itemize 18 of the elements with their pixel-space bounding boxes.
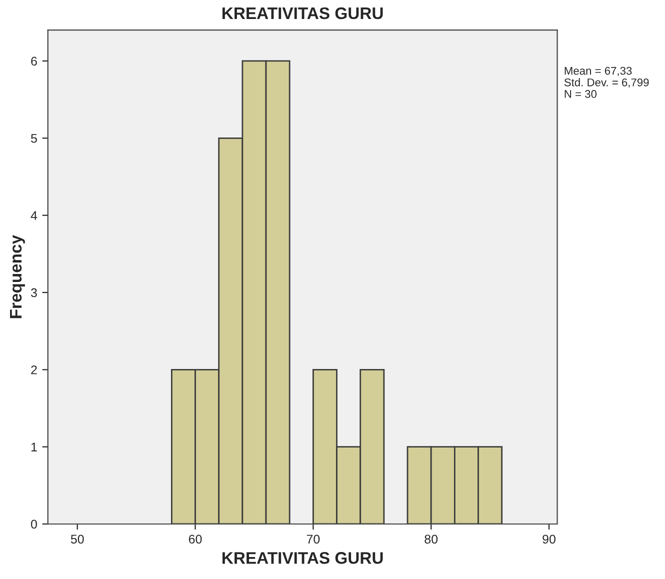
text: Mean = 67,33	[564, 66, 632, 76]
text: N = 30	[564, 90, 597, 98]
x-tick-label: 70	[306, 534, 320, 544]
x-tick-label: 50	[70, 534, 84, 544]
chart-title: KREATIVITAS GURU	[222, 7, 383, 20]
y-tick-label: 1	[31, 442, 37, 452]
y-tick-label: 0	[31, 520, 37, 529]
x-axis-title: KREATIVITAS GURU	[222, 552, 383, 564]
y-tick-label: 4	[30, 211, 38, 220]
x-tick-label: 80	[424, 534, 438, 544]
y-tick-label: 6	[31, 56, 37, 66]
x-tick-label: 90	[542, 534, 556, 544]
y-tick-label: 2	[31, 365, 37, 374]
x-tick-label: 60	[188, 534, 202, 544]
y-tick-label: 5	[31, 134, 37, 143]
y-axis-title: Frequency	[10, 234, 25, 318]
y-tick-label: 3	[30, 288, 37, 298]
text: Std. Dev. = 6,799	[564, 78, 649, 88]
